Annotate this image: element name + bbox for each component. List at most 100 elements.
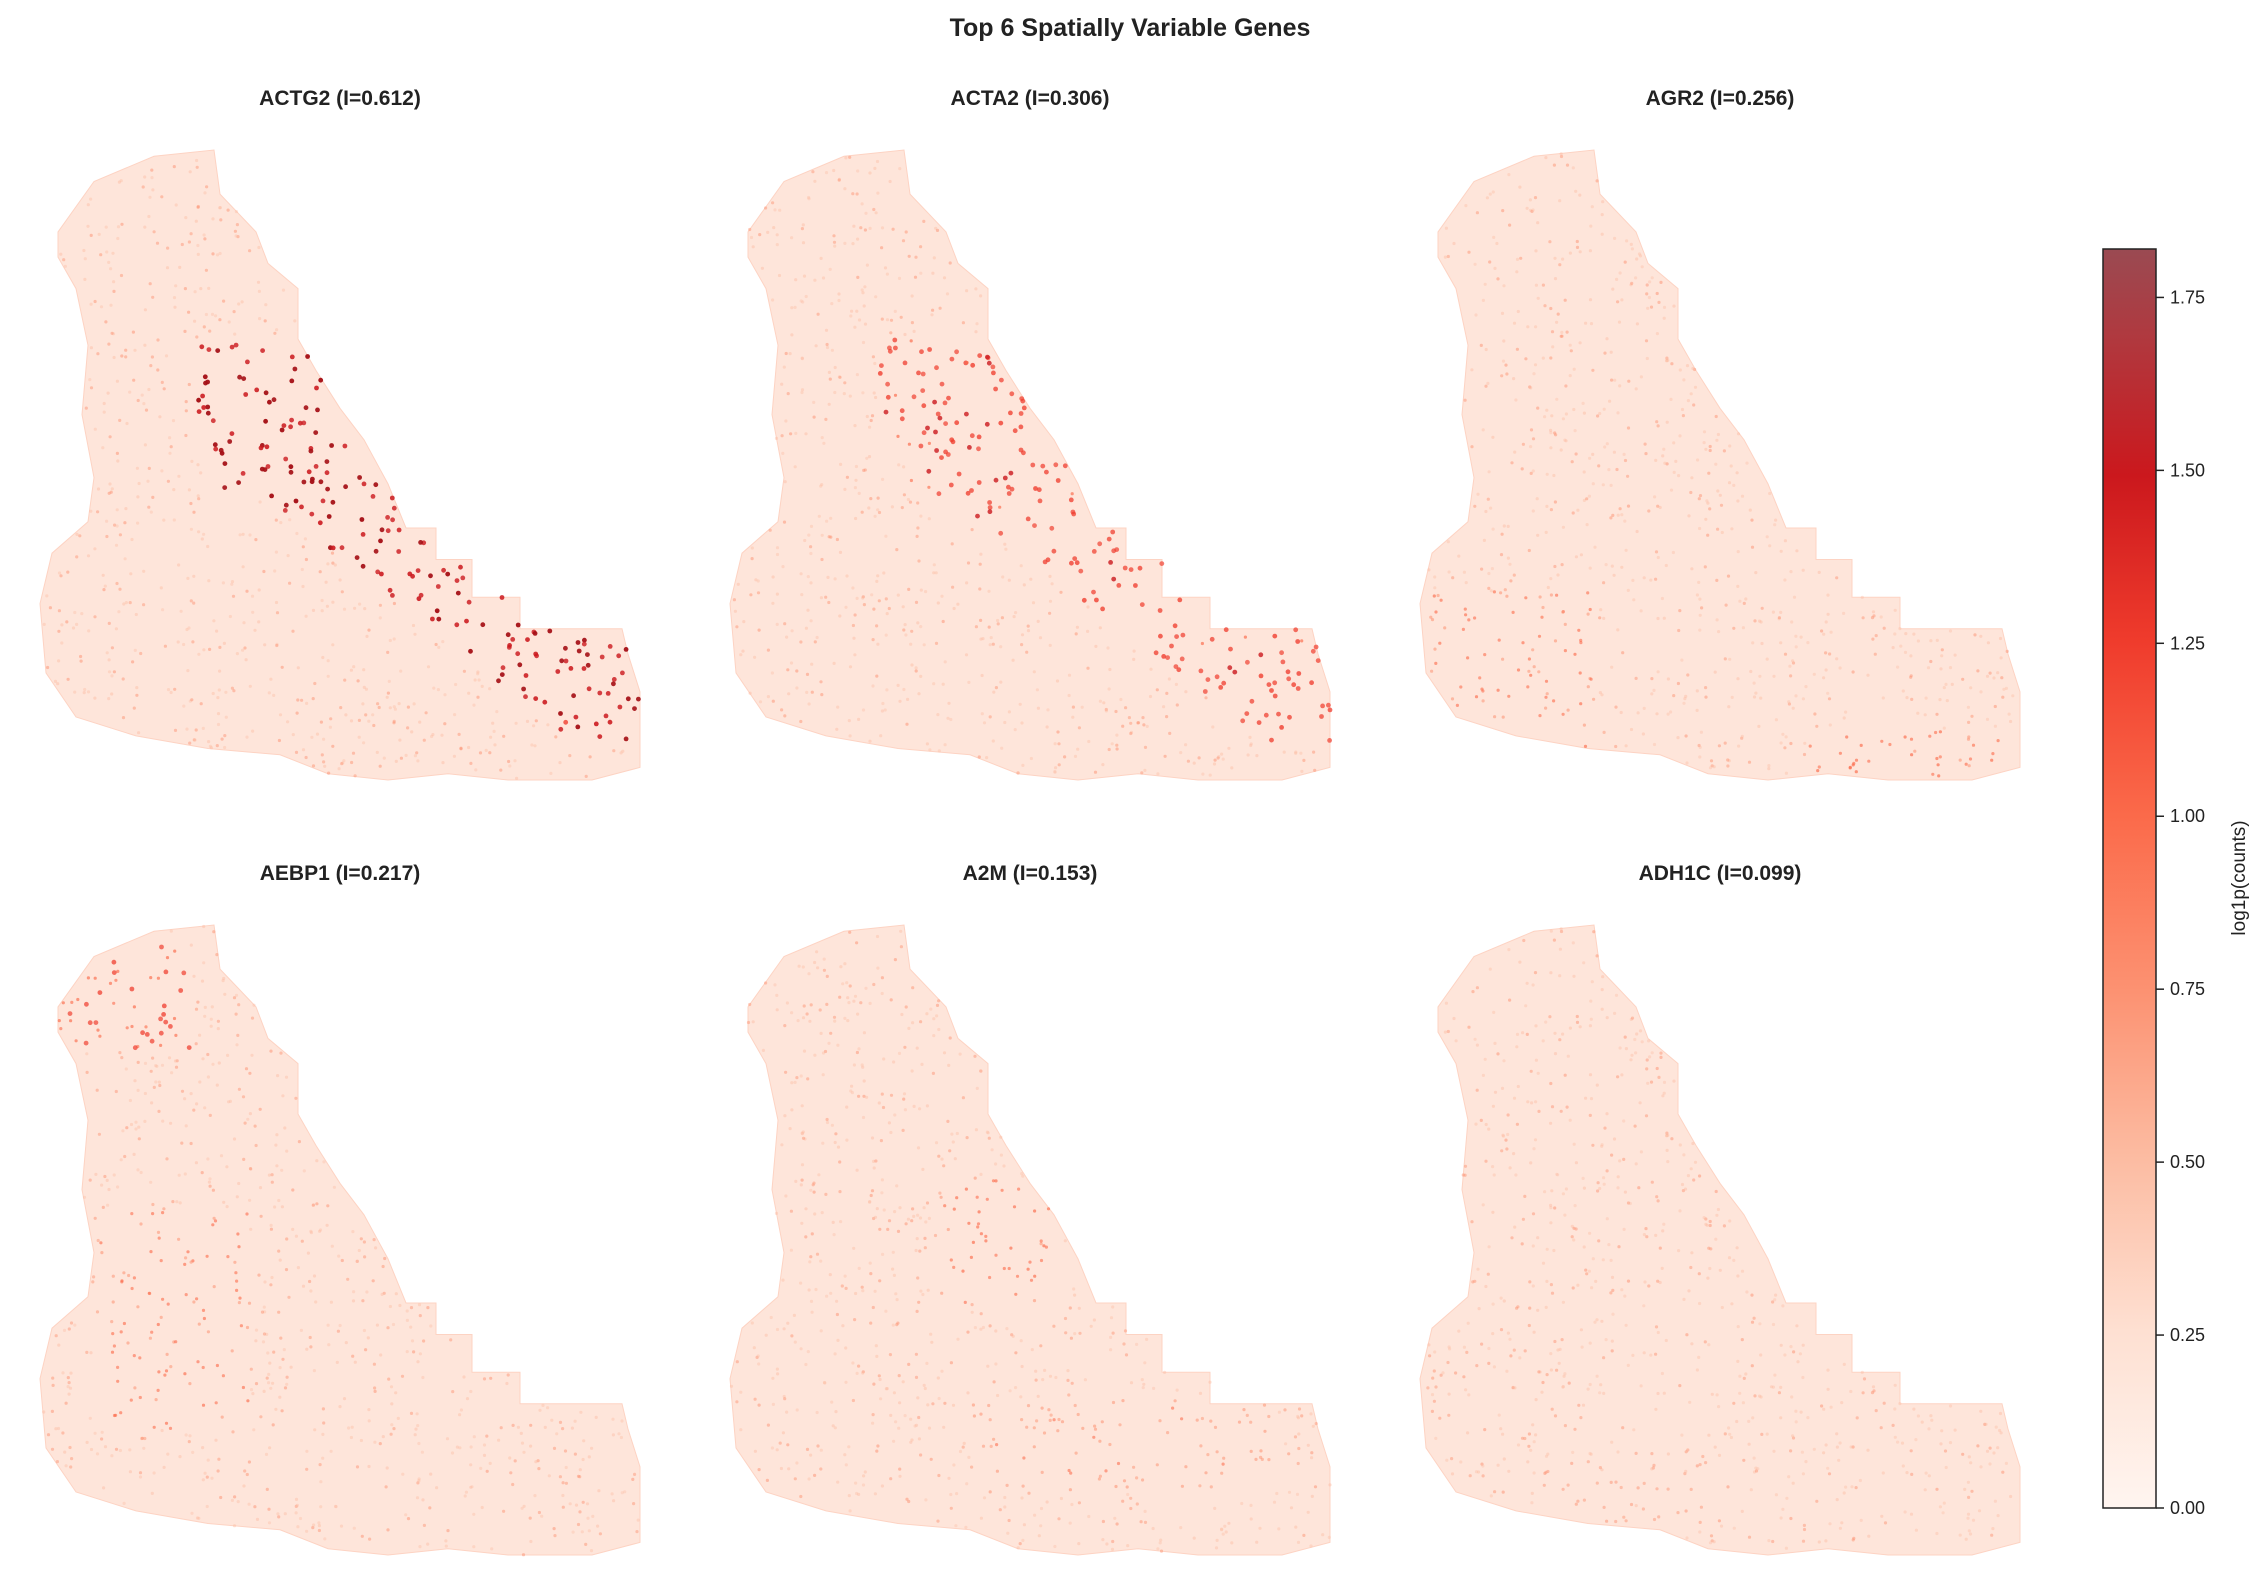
spot [1508,223,1512,227]
spot [900,1012,904,1017]
spot [203,1014,207,1018]
spot [1791,1436,1796,1440]
spot [297,420,303,426]
spot [1136,721,1140,725]
spot [991,739,995,743]
spot [1582,1186,1586,1190]
spot [1111,1539,1115,1544]
spot [564,1481,569,1485]
spot [202,233,206,237]
spot [161,1003,167,1009]
spot [1729,1435,1733,1440]
spot [385,1466,389,1470]
spot [782,365,786,369]
spot [361,702,365,706]
spot [1754,691,1758,695]
spot [219,1495,223,1500]
spot [818,1008,822,1012]
spot [193,290,197,294]
spot [263,643,267,647]
spot [1586,1460,1590,1464]
spot [833,1140,837,1145]
spot [1514,1173,1518,1177]
spot [1657,1515,1661,1519]
spot [1201,772,1205,776]
spot [172,296,177,300]
spot [1707,1433,1711,1437]
spot [1008,470,1014,476]
spot [214,314,218,318]
spot [880,226,885,230]
spot [597,734,603,739]
spot [1258,673,1264,679]
spot [1300,769,1304,774]
spot [1866,673,1870,677]
spot [161,608,165,612]
spot [63,1450,67,1454]
spot [883,708,887,712]
spot [853,994,858,998]
spot [390,517,395,523]
spot [1205,677,1211,682]
spot [248,1071,252,1075]
spot [169,1121,173,1125]
spot [233,229,237,233]
spot [1263,1429,1267,1433]
spot [943,1401,947,1405]
spot [1259,1449,1263,1453]
spot [1698,755,1702,759]
spot [315,732,320,736]
spot [1049,1413,1053,1417]
spot [169,929,173,933]
spot [921,1167,925,1171]
spot [857,318,862,322]
spot [1515,1032,1520,1036]
spot [274,1143,278,1147]
spot [413,632,417,636]
spot [1053,769,1057,774]
spot [254,538,258,542]
spot [1515,347,1519,351]
spot [902,465,906,469]
spot [103,1445,108,1449]
spot [590,1446,594,1450]
spot [337,1254,341,1258]
spot [444,1539,448,1543]
spot [832,1015,837,1019]
spot [948,482,954,488]
spot [1967,720,1971,725]
spot [576,1522,581,1527]
spot [1644,1227,1648,1231]
spot [806,575,810,579]
spot [1661,454,1665,458]
spot [482,1453,487,1457]
spot [1616,1075,1620,1079]
spot [813,278,817,282]
spot [1665,462,1669,466]
spot [934,571,938,575]
spot [833,1019,837,1023]
spot [136,495,140,499]
spot [1559,929,1564,934]
spot [936,1376,940,1380]
spot [807,195,811,200]
spot [1690,476,1694,480]
spot [313,430,319,435]
spot [132,378,136,382]
spot [199,344,205,350]
spot [949,356,955,362]
spot [228,614,232,619]
spot [1327,1535,1331,1539]
spot [108,981,113,985]
spot [203,380,208,386]
spot [1575,1014,1579,1019]
spot [360,1534,364,1538]
spot [1549,428,1553,432]
spot [474,768,478,772]
spot [1499,553,1504,557]
spot [227,1100,231,1104]
spot [1296,1461,1300,1466]
spot [822,968,826,972]
spot [243,1469,247,1473]
spot [158,415,162,419]
